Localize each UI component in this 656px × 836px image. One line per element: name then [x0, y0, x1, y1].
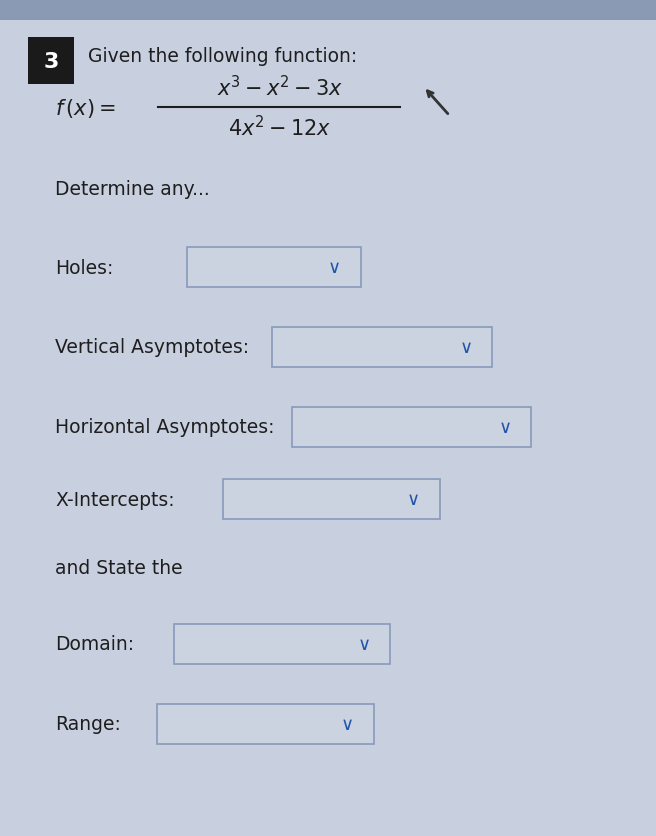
Text: Given the following function:: Given the following function: — [88, 47, 358, 65]
Text: $4x^2 - 12x$: $4x^2 - 12x$ — [228, 115, 332, 140]
Text: and State the: and State the — [55, 558, 182, 577]
Text: $x^3 - x^2 - 3x$: $x^3 - x^2 - 3x$ — [217, 75, 343, 100]
FancyBboxPatch shape — [157, 704, 374, 744]
Text: ∨: ∨ — [358, 635, 371, 653]
Text: ∨: ∨ — [341, 715, 354, 733]
Text: Range:: Range: — [55, 715, 121, 734]
Text: Horizontal Asymptotes:: Horizontal Asymptotes: — [55, 418, 274, 437]
FancyBboxPatch shape — [187, 247, 361, 288]
Text: Vertical Asymptotes:: Vertical Asymptotes: — [55, 338, 249, 357]
FancyBboxPatch shape — [174, 624, 390, 665]
Bar — [28, 38, 74, 85]
Text: X-Intercepts:: X-Intercepts: — [55, 490, 174, 509]
Text: Determine any...: Determine any... — [55, 181, 210, 199]
Text: $f\,(x) =$: $f\,(x) =$ — [55, 96, 116, 120]
Bar — [0, 0, 656, 21]
Text: Domain:: Domain: — [55, 635, 134, 654]
FancyBboxPatch shape — [272, 328, 492, 368]
Text: ∨: ∨ — [407, 491, 420, 508]
FancyBboxPatch shape — [292, 407, 531, 447]
Text: ∨: ∨ — [499, 419, 512, 436]
Text: Holes:: Holes: — [55, 258, 113, 278]
FancyBboxPatch shape — [223, 479, 440, 519]
Text: 3: 3 — [43, 52, 58, 71]
Text: ∨: ∨ — [459, 339, 472, 357]
Text: ∨: ∨ — [328, 258, 341, 277]
